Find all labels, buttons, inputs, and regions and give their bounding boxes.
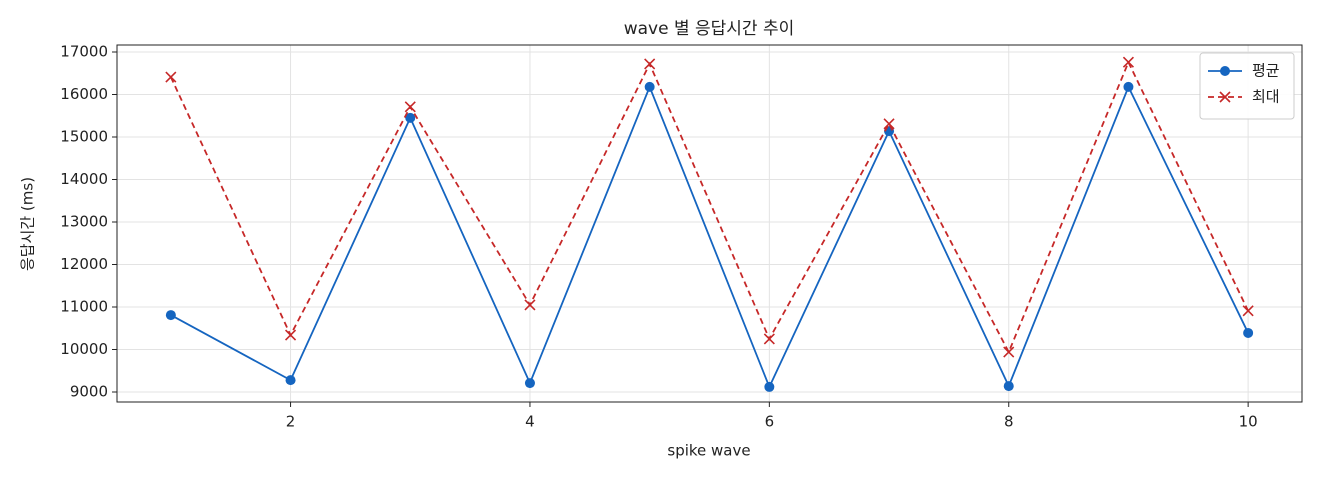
marker: [1219, 91, 1231, 103]
y-tick-label: 9000: [70, 383, 108, 401]
marker: [284, 329, 297, 341]
y-tick-label: 10000: [60, 340, 108, 358]
marker: [883, 118, 895, 130]
marker: [1123, 81, 1134, 92]
x-axis-label: spike wave: [667, 442, 750, 460]
marker: [165, 71, 177, 83]
x-tick-label: 6: [765, 413, 775, 431]
legend-label: 평균: [1252, 62, 1280, 80]
marker: [404, 101, 416, 113]
x-tick-label: 8: [1004, 413, 1014, 431]
y-tick-label: 14000: [60, 170, 108, 188]
plot-frame: [116, 44, 1303, 403]
legend-box: [1199, 52, 1295, 120]
y-tick-label: 13000: [60, 213, 108, 231]
marker: [405, 112, 416, 123]
marker: [524, 299, 536, 311]
marker: [1220, 66, 1230, 76]
marker: [644, 81, 655, 92]
marker: [1003, 346, 1015, 358]
marker: [1242, 305, 1254, 317]
marker: [165, 310, 176, 321]
marker: [285, 375, 296, 386]
y-tick-label: 15000: [60, 128, 108, 146]
marker: [524, 378, 535, 389]
y-axis-label: 응답시간 (ms): [19, 177, 37, 271]
y-tick-label: 12000: [60, 255, 108, 273]
marker: [644, 58, 656, 70]
legend-label: 최대: [1252, 88, 1280, 106]
marker: [1003, 381, 1014, 392]
chart-title: wave 별 응답시간 추이: [624, 19, 795, 39]
x-tick-label: 4: [525, 413, 535, 431]
series-line: [170, 60, 1249, 355]
x-tick-label: 2: [286, 413, 296, 431]
y-tick-label: 17000: [60, 43, 108, 61]
marker: [764, 381, 775, 392]
marker: [1243, 327, 1254, 338]
series-line: [170, 84, 1249, 390]
y-tick-label: 11000: [60, 298, 108, 316]
x-tick-label: 10: [1239, 413, 1258, 431]
y-tick-label: 16000: [60, 85, 108, 103]
marker: [763, 333, 775, 345]
marker: [1122, 56, 1135, 68]
